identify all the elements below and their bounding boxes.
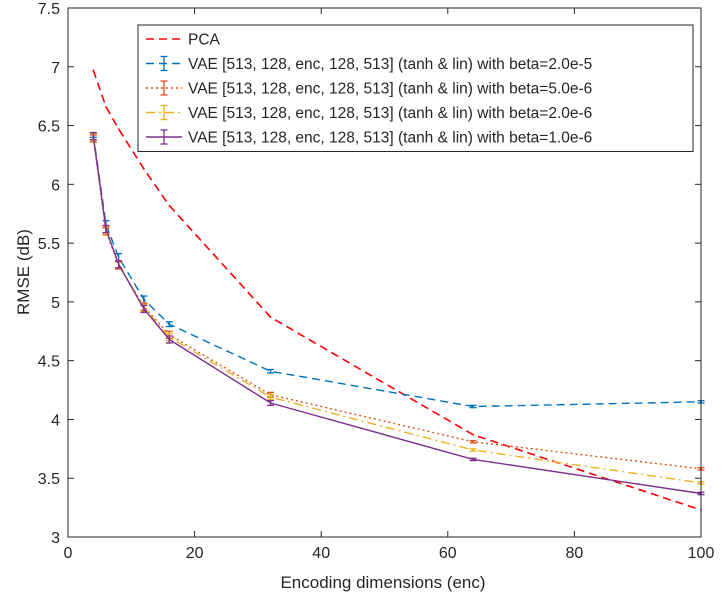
legend: PCA VAE [513, 128, enc, 128, 513] (tanh &… — [137, 24, 694, 152]
legend-entry: VAE [513, 128, enc, 128, 513] (tanh & li… — [146, 55, 592, 73]
data-point — [143, 298, 145, 301]
x-tick-label: 20 — [186, 545, 204, 562]
data-point — [117, 256, 120, 259]
legend-entry: VAE [513, 128, enc, 128, 513] (tanh & li… — [146, 129, 592, 147]
data-point — [472, 433, 474, 436]
data-point — [269, 396, 272, 398]
series-line — [92, 136, 702, 495]
series-1 — [92, 69, 702, 511]
y-tick-label: 7.5 — [38, 1, 60, 18]
data-point — [117, 263, 120, 266]
x-axis-label: Encoding dimensions (enc) — [280, 573, 485, 592]
x-tick-label: 100 — [688, 545, 715, 562]
series-line — [92, 70, 702, 511]
legend-label: VAE [513, 128, enc, 128, 513] (tanh & li… — [188, 130, 592, 147]
data-point — [105, 228, 107, 230]
series-5 — [89, 131, 705, 496]
data-point — [143, 168, 145, 170]
y-tick-label: 4 — [51, 412, 60, 429]
y-tick-label: 6 — [51, 177, 60, 194]
y-tick-label: 5 — [51, 295, 60, 312]
data-point — [269, 370, 272, 373]
data-point — [105, 105, 107, 108]
y-tick-label: 7 — [51, 60, 60, 77]
axis-ticks: 0 20 40 60 80 100 3 3.5 4 4.5 5 5.5 6 6.5 7 7.5 — [38, 1, 715, 562]
y-tick-label: 5.5 — [38, 236, 60, 253]
data-point — [472, 405, 474, 408]
x-tick-label: 60 — [439, 545, 457, 562]
series-line — [92, 134, 702, 408]
data-point — [92, 135, 95, 137]
data-point — [472, 440, 474, 443]
y-tick-label: 6.5 — [38, 119, 60, 136]
data-point — [472, 449, 474, 451]
x-tick-label: 40 — [312, 545, 330, 562]
legend-label: VAE [513, 128, enc, 128, 513] (tanh & li… — [188, 81, 592, 98]
legend-entry: VAE [513, 128, enc, 128, 513] (tanh & li… — [146, 104, 592, 122]
legend-entry: VAE [513, 128, enc, 128, 513] (tanh & li… — [146, 80, 592, 98]
data-point — [269, 402, 272, 404]
data-point — [168, 338, 171, 341]
legend-label: PCA — [188, 32, 221, 49]
data-point — [168, 204, 171, 207]
axes-box — [67, 7, 702, 538]
y-tick-label: 3 — [51, 530, 60, 547]
data-point — [472, 458, 474, 461]
data-point — [269, 316, 272, 318]
y-tick-label: 4.5 — [38, 354, 60, 371]
data-point — [92, 69, 95, 72]
data-point — [117, 128, 120, 130]
legend-label: VAE [513, 128, enc, 128, 513] (tanh & li… — [188, 105, 592, 122]
legend-label: VAE [513, 128, enc, 128, 513] (tanh & li… — [188, 56, 592, 73]
data-point — [168, 323, 171, 326]
data-point — [143, 308, 145, 310]
legend-box — [137, 24, 694, 152]
legend-entry: PCA — [146, 32, 221, 49]
y-tick-label: 3.5 — [38, 471, 60, 488]
y-axis-label: RMSE (dB) — [14, 229, 33, 315]
x-tick-label: 0 — [64, 545, 73, 562]
x-tick-label: 80 — [566, 545, 584, 562]
